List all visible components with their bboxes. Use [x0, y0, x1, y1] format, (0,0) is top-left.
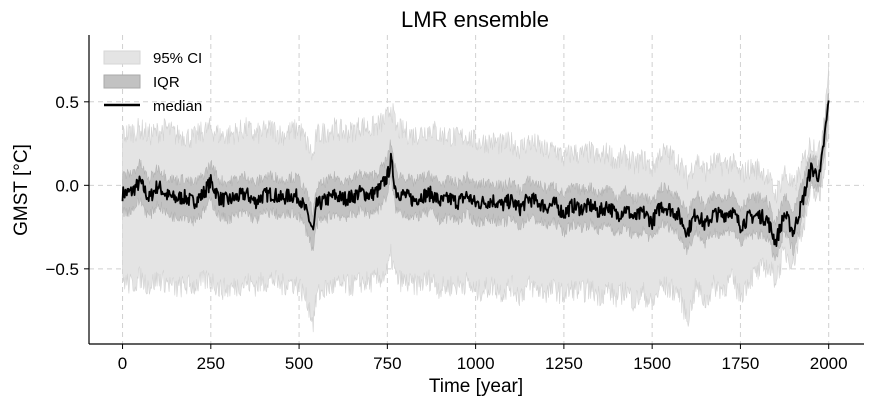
- x-tick-label: 1000: [457, 354, 495, 373]
- median-line-layer: [121, 100, 830, 247]
- y-ticks: −0.5 0.0 0.5: [45, 93, 89, 279]
- x-tick-label: 1750: [722, 354, 760, 373]
- legend-iqr-swatch: [103, 74, 141, 89]
- x-tick-label: 0: [118, 354, 127, 373]
- x-tick-label: 1250: [545, 354, 583, 373]
- x-tick-label: 2000: [810, 354, 848, 373]
- chart-title: LMR ensemble: [401, 7, 549, 32]
- x-axis-label: Time [year]: [429, 376, 523, 397]
- legend: 95% CI IQR median: [103, 50, 202, 115]
- x-tick-label: 1500: [633, 354, 671, 373]
- legend-iqr-label: IQR: [153, 74, 180, 91]
- legend-ci95-label: 95% CI: [153, 50, 202, 67]
- x-tick-label: 500: [285, 354, 313, 373]
- x-tick-label: 250: [197, 354, 225, 373]
- y-axis-label: GMST [°C]: [11, 144, 32, 236]
- legend-median-label: median: [153, 98, 202, 115]
- x-ticks: 0 250 500 750 1000 1250 1500 1750 2000: [118, 344, 848, 373]
- y-tick-label: 0.5: [55, 93, 79, 112]
- y-tick-label: −0.5: [45, 260, 79, 279]
- legend-ci95-swatch: [103, 50, 141, 65]
- x-tick-label: 750: [373, 354, 401, 373]
- axes: [88, 35, 864, 345]
- median-line: [121, 100, 830, 247]
- y-tick-label: 0.0: [55, 176, 79, 195]
